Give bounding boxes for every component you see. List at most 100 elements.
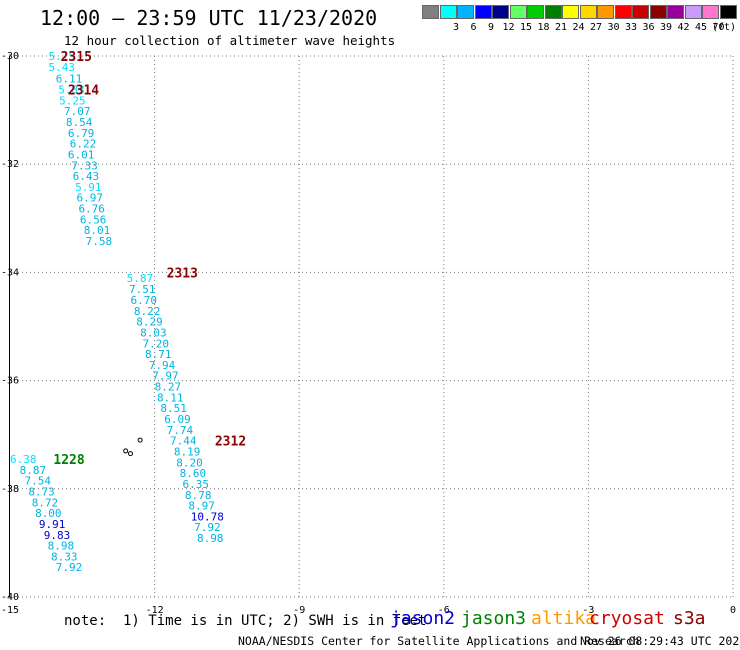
wave-height-value: 5.43 xyxy=(49,61,75,74)
y-tick-label: -30 xyxy=(1,51,19,62)
wave-height-value: 8.78 xyxy=(185,489,212,502)
wave-height-value: 7.58 xyxy=(86,235,113,248)
wave-height-value: 7.92 xyxy=(194,521,221,534)
wave-height-value: 7.51 xyxy=(129,283,156,296)
wave-height-value: 8.00 xyxy=(35,507,62,520)
wave-height-value: 6.09 xyxy=(164,413,191,426)
wave-height-value: 8.98 xyxy=(48,540,75,553)
satellite-legend-s3a: s3a xyxy=(673,608,706,629)
wave-height-value: 8.29 xyxy=(136,316,163,329)
map-svg: -15 -12 -9 -6 -3 0-30-32-34-36-38-405.155.432… xyxy=(1,50,736,616)
wave-height-value: 8.19 xyxy=(174,445,201,458)
legend-swatch xyxy=(457,5,474,19)
wave-height-value: 7.07 xyxy=(64,105,91,118)
island-marker xyxy=(128,451,133,457)
x-tick-label: 0 xyxy=(730,605,736,616)
satellite-legend-jason2: jason2 xyxy=(390,608,456,629)
island-marker xyxy=(137,437,143,443)
wave-height-value: 8.98 xyxy=(197,532,224,545)
wave-height-value: 8.97 xyxy=(188,500,215,513)
map-plot: -15 -12 -9 -6 -3 0 -30 -32 -34 -36 -38 -40 5.15 5.43 2… xyxy=(1,50,736,616)
wave-height-value: 8.87 xyxy=(20,464,47,477)
wave-height-value: 7.74 xyxy=(167,424,194,437)
credit-line: NOAA/NESDIS Center for Satellite Applica… xyxy=(238,634,640,648)
wave-height-value: 7.92 xyxy=(56,561,83,574)
satellite-legend-altika: altika xyxy=(531,608,597,629)
legend-swatch xyxy=(509,5,527,19)
y-tick-label: -32 xyxy=(1,159,19,170)
footer-note: note: 1) Time is in UTC; 2) SWH is in fe… xyxy=(64,613,427,629)
wave-height-value: 8.54 xyxy=(66,116,93,129)
wave-height-value: 8.11 xyxy=(157,391,184,404)
y-tick-label: -38 xyxy=(1,484,19,495)
wave-height-value: 5.15 xyxy=(49,50,75,63)
wave-height-value: 8.72 xyxy=(32,496,59,509)
legend-swatch xyxy=(684,5,702,19)
legend-swatch xyxy=(667,5,684,19)
wave-height-value: 8.51 xyxy=(160,402,187,415)
wave-height-value: 5.87 xyxy=(127,272,154,285)
legend-tick-label: 42 xyxy=(677,22,690,33)
legend-tick-label: 45 xyxy=(694,22,708,33)
page-title: 12:00 – 23:59 UTC 11/23/2020 xyxy=(40,6,378,30)
wave-height-value: 6.97 xyxy=(77,192,104,205)
wave-height-value: 6.79 xyxy=(68,127,95,140)
wave-height-value: 8.71 xyxy=(145,348,172,361)
wave-height-value: 6.11 xyxy=(56,73,83,86)
x-tick-label: -9 xyxy=(293,605,305,616)
wave-height-value: 6.22 xyxy=(70,138,97,151)
wave-height-value: 6.43 xyxy=(73,170,100,183)
legend-swatch xyxy=(719,5,737,19)
wave-height-value: 8.20 xyxy=(176,456,203,469)
legend-swatch xyxy=(702,5,719,19)
y-tick-label: -34 xyxy=(1,267,19,278)
y-tick-label: -40 xyxy=(1,592,19,603)
legend-swatch xyxy=(422,5,439,19)
satellite-legend-cryosat: cryosat xyxy=(589,608,665,629)
wave-height-value: 8.73 xyxy=(28,486,55,499)
wave-height-value: 6.76 xyxy=(78,203,105,216)
legend-tick-label: 6 xyxy=(470,22,477,33)
legend-swatch xyxy=(597,5,614,19)
legend-tick-label: 3 xyxy=(452,22,460,33)
wave-height-value: 8.27 xyxy=(155,381,182,394)
wave-height-value: 9.83 xyxy=(44,529,71,542)
wave-height-value: 6.56 xyxy=(80,213,107,226)
wave-height-value: 7.20 xyxy=(143,337,170,350)
pass-time-label: 1228 xyxy=(53,453,84,468)
wave-height-value: 8.01 xyxy=(84,224,111,237)
legend-unit-label: (ft) xyxy=(711,22,737,33)
legend-tick-label: 33 xyxy=(624,22,638,33)
wave-height-value: 10.78 xyxy=(191,510,224,523)
generated-timestamp: Nov 26 08:29:43 UTC 2020 xyxy=(580,634,740,648)
wave-height-value: 5.91 xyxy=(75,181,102,194)
legend-tick-label: 70 xyxy=(712,22,725,33)
legend-tick-label: 36 xyxy=(642,22,655,33)
legend-tick-label: 15 xyxy=(519,22,533,33)
legend-swatch xyxy=(649,5,667,19)
legend-swatch xyxy=(579,5,597,19)
pass-time-label: 2314 xyxy=(68,84,99,99)
wave-height-value: 7.44 xyxy=(170,435,197,448)
x-tick-label: -6 xyxy=(438,605,450,616)
legend-tick-label: 9 xyxy=(487,22,495,33)
legend-tick-label: 18 xyxy=(537,22,550,33)
pass-time-label: 2315 xyxy=(61,50,92,65)
x-tick-label: -3 xyxy=(582,605,594,616)
pass-time-label: 2312 xyxy=(215,435,246,450)
x-tick-label: -12 xyxy=(146,605,164,616)
legend-tick-label: 27 xyxy=(589,22,603,33)
pass-time-label: 2313 xyxy=(167,266,198,281)
legend-swatch xyxy=(562,5,579,19)
wave-height-value: 5.83 xyxy=(58,84,84,97)
legend-tick-label: 21 xyxy=(554,22,568,33)
legend-swatch xyxy=(474,5,492,19)
wave-height-value: 7.33 xyxy=(71,159,98,172)
legend-swatch xyxy=(527,5,544,19)
legend-tick-label: 30 xyxy=(607,22,620,33)
satellite-legend-jason3: jason3 xyxy=(461,608,527,629)
wave-height-value: 6.01 xyxy=(68,148,95,161)
wave-height-value: 8.22 xyxy=(134,305,161,318)
legend-tick-label: 24 xyxy=(572,22,585,33)
legend-swatch xyxy=(492,5,509,19)
